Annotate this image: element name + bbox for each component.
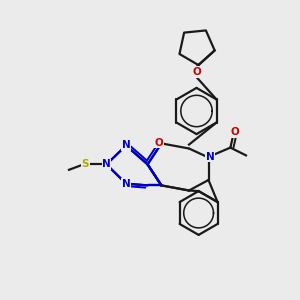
Text: N: N <box>122 140 130 151</box>
Text: N: N <box>122 178 130 189</box>
Text: N: N <box>206 152 214 162</box>
Text: N: N <box>102 159 111 170</box>
Text: O: O <box>192 67 201 77</box>
Text: S: S <box>82 159 89 170</box>
Text: O: O <box>230 127 239 137</box>
Text: O: O <box>155 137 164 148</box>
